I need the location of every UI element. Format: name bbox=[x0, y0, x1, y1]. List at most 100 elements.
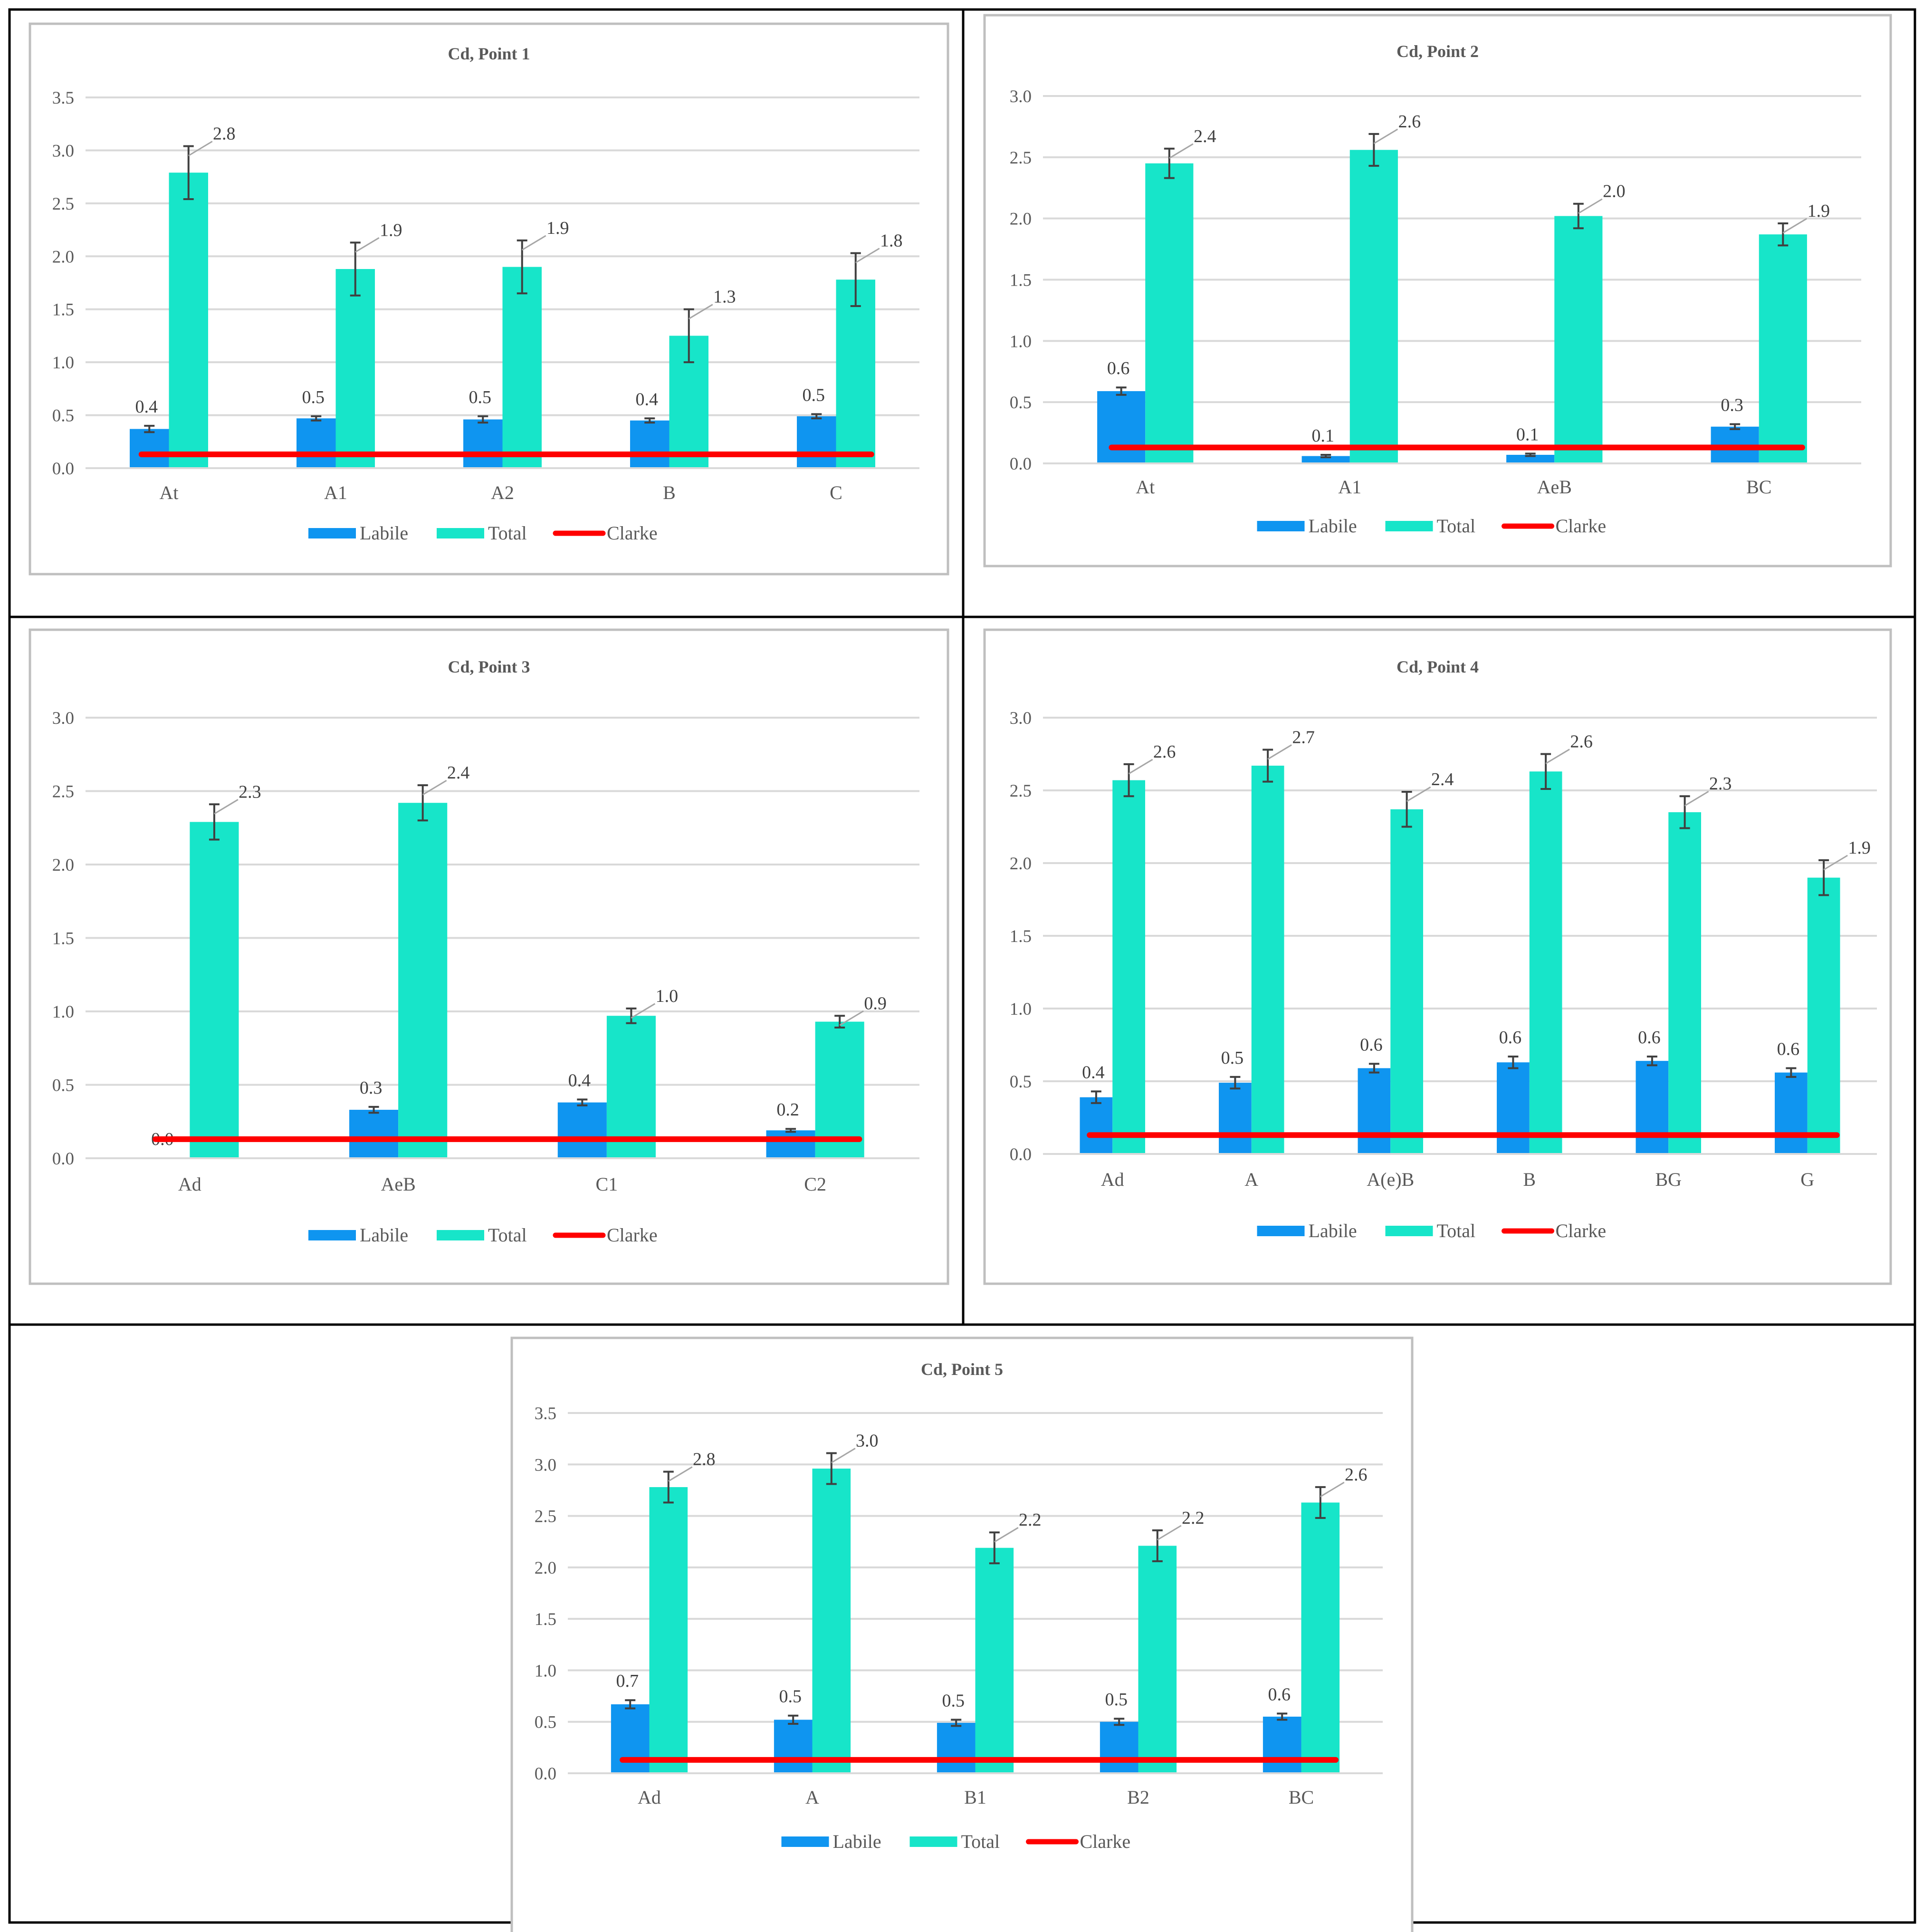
label-leader-line bbox=[1128, 759, 1153, 775]
legend-label-clarke: Clarke bbox=[1556, 515, 1607, 537]
data-label-total: 0.9 bbox=[864, 993, 887, 1013]
bar-labile-C1 bbox=[557, 1102, 607, 1158]
label-leader-line bbox=[1545, 749, 1570, 764]
data-label-total: 2.4 bbox=[447, 763, 470, 783]
x-category-label: At bbox=[1136, 476, 1155, 498]
label-leader-line bbox=[1823, 855, 1848, 871]
bar-total-BG bbox=[1668, 812, 1701, 1154]
label-leader-line bbox=[214, 799, 239, 815]
bar-total-A(e)B bbox=[1390, 809, 1423, 1154]
bar-labile-BC bbox=[1263, 1716, 1301, 1773]
legend-label-total: Total bbox=[961, 1831, 1000, 1852]
data-label-total: 1.8 bbox=[880, 231, 903, 251]
y-tick-label: 2.0 bbox=[535, 1558, 556, 1578]
legend-swatch-total bbox=[437, 1230, 484, 1240]
x-category-label: C bbox=[830, 482, 842, 503]
data-label-labile: 0.6 bbox=[1499, 1028, 1522, 1048]
bar-labile-Ad bbox=[611, 1704, 650, 1773]
y-tick-label: 1.0 bbox=[52, 353, 74, 373]
data-label-total: 2.0 bbox=[1603, 182, 1626, 202]
x-category-label: AeB bbox=[1537, 476, 1572, 498]
bar-total-BC bbox=[1759, 234, 1807, 463]
label-leader-line bbox=[1267, 744, 1292, 760]
data-label-total: 2.3 bbox=[239, 782, 261, 802]
x-category-label: A bbox=[1244, 1169, 1258, 1190]
data-label-total: 1.9 bbox=[380, 220, 402, 240]
bar-total-BC bbox=[1301, 1502, 1340, 1773]
bar-total-At bbox=[1145, 163, 1194, 463]
y-tick-label: 3.5 bbox=[535, 1404, 556, 1423]
legend-label-clarke: Clarke bbox=[1080, 1831, 1131, 1852]
x-category-label: At bbox=[160, 482, 179, 503]
chart-title: Cd, Point 1 bbox=[448, 44, 530, 63]
bar-labile-At bbox=[1097, 391, 1146, 463]
bar-labile-B bbox=[1497, 1062, 1530, 1154]
y-tick-label: 0.0 bbox=[52, 459, 74, 479]
data-label-total: 3.0 bbox=[856, 1431, 879, 1451]
data-label-total: 1.3 bbox=[713, 287, 736, 307]
label-leader-line bbox=[1684, 790, 1709, 807]
y-tick-label: 1.0 bbox=[1010, 332, 1032, 351]
data-label-labile: 0.4 bbox=[636, 389, 659, 409]
legend-swatch-labile bbox=[308, 528, 356, 538]
legend-label-total: Total bbox=[1437, 1220, 1476, 1241]
y-tick-label: 1.0 bbox=[52, 1002, 74, 1022]
x-category-label: BC bbox=[1746, 476, 1771, 498]
data-label-labile: 0.6 bbox=[1777, 1039, 1800, 1059]
data-label-labile: 0.6 bbox=[1638, 1028, 1661, 1048]
bar-labile-G bbox=[1775, 1072, 1808, 1154]
data-label-labile: 0.5 bbox=[779, 1687, 802, 1707]
data-label-labile: 0.4 bbox=[1082, 1062, 1105, 1082]
chart-title: Cd, Point 2 bbox=[1397, 42, 1479, 61]
legend-label-labile: Labile bbox=[360, 522, 408, 544]
legend: Labile Total Clarke bbox=[1257, 1220, 1606, 1241]
chart-area-border bbox=[983, 14, 1892, 567]
y-tick-label: 2.5 bbox=[52, 194, 74, 214]
bar-total-C1 bbox=[606, 1016, 656, 1158]
bar-total-C2 bbox=[815, 1021, 864, 1158]
data-label-total: 2.6 bbox=[1345, 1465, 1368, 1485]
chart-panel-1: Cd, Point 1 0.0 0.5 1.0 1.5 2.0 2.5 3.0 3.5 0.4 2.… bbox=[29, 22, 949, 576]
bar-total-AeB bbox=[1554, 216, 1603, 464]
y-tick-label: 3.0 bbox=[535, 1455, 556, 1475]
bar-total-B1 bbox=[975, 1548, 1014, 1773]
bar-total-At bbox=[169, 173, 208, 468]
y-tick-label: 3.0 bbox=[52, 709, 74, 728]
legend-label-total: Total bbox=[1437, 515, 1476, 537]
data-label-total: 1.9 bbox=[1808, 201, 1830, 221]
y-tick-label: 2.5 bbox=[535, 1507, 556, 1527]
label-leader-line bbox=[631, 1003, 656, 1019]
bar-labile-B bbox=[630, 420, 670, 468]
legend-swatch-total bbox=[437, 528, 484, 538]
y-tick-label: 2.0 bbox=[1010, 854, 1032, 874]
y-tick-label: 1.0 bbox=[1010, 1000, 1032, 1019]
x-category-label: Ad bbox=[638, 1787, 661, 1808]
data-label-total: 2.8 bbox=[213, 124, 236, 144]
bar-labile-At bbox=[130, 429, 169, 468]
data-label-labile: 0.3 bbox=[360, 1078, 383, 1098]
legend-swatch-total bbox=[909, 1836, 957, 1847]
chart-area-border bbox=[29, 628, 949, 1285]
y-tick-label: 3.0 bbox=[52, 141, 74, 161]
data-label-labile: 0.5 bbox=[1105, 1690, 1128, 1710]
y-tick-label: 0.5 bbox=[1010, 393, 1032, 413]
label-leader-line bbox=[1157, 1525, 1182, 1541]
label-leader-line bbox=[354, 237, 380, 253]
x-category-label: Ad bbox=[178, 1173, 201, 1195]
data-label-labile: 0.7 bbox=[616, 1671, 639, 1691]
legend-label-clarke: Clarke bbox=[607, 522, 658, 544]
legend-label-labile: Labile bbox=[360, 1224, 408, 1246]
y-tick-label: 2.5 bbox=[1010, 781, 1032, 801]
label-leader-line bbox=[688, 304, 713, 320]
legend-swatch-total bbox=[1385, 1226, 1433, 1236]
label-leader-line bbox=[422, 779, 447, 796]
data-label-total: 2.6 bbox=[1398, 112, 1421, 132]
y-tick-label: 1.0 bbox=[535, 1661, 556, 1681]
data-label-total: 2.7 bbox=[1292, 727, 1315, 747]
y-tick-label: 2.0 bbox=[52, 855, 74, 875]
chart-panel-2: Cd, Point 2 0.0 0.5 1.0 1.5 2.0 2.5 3.0 0.6 2.4 At… bbox=[983, 14, 1892, 567]
legend: Labile Total Clarke bbox=[781, 1831, 1131, 1852]
y-tick-label: 3.5 bbox=[52, 88, 74, 108]
data-label-total: 2.2 bbox=[1019, 1510, 1042, 1530]
